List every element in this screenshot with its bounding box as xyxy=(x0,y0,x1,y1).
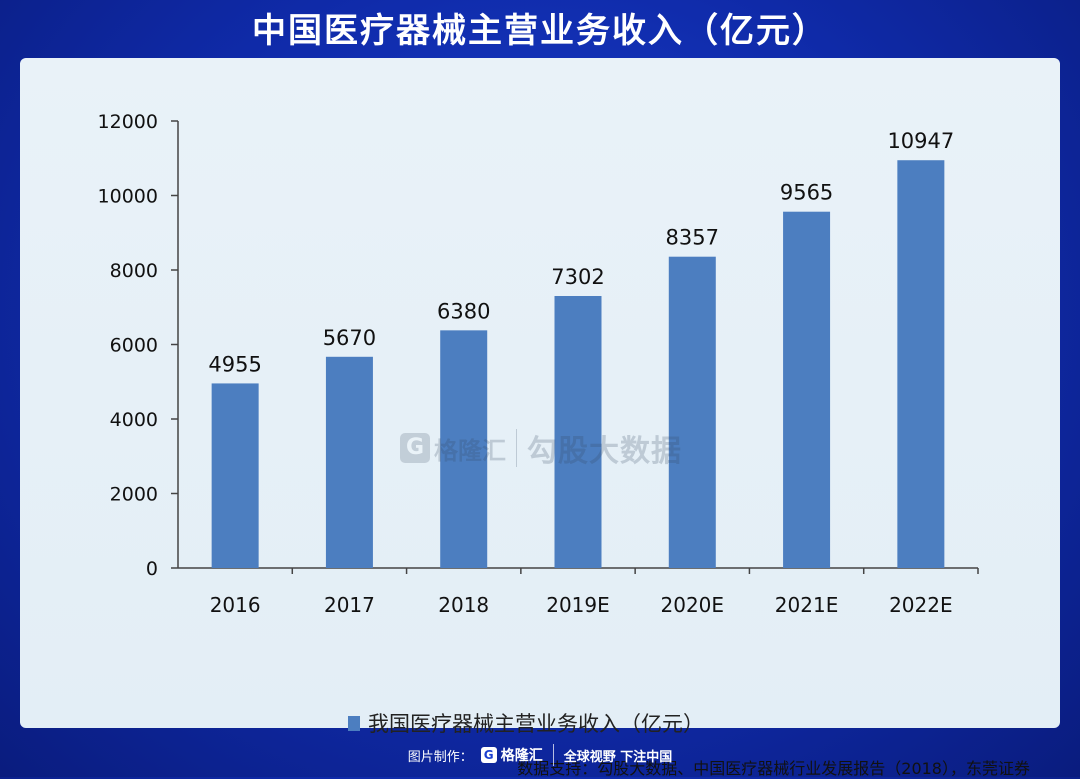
bar xyxy=(897,160,945,568)
x-tick-label: 2019E xyxy=(546,593,610,617)
bar xyxy=(325,356,373,568)
x-tick-label: 2021E xyxy=(775,593,839,617)
bar xyxy=(211,383,259,568)
data-label: 10947 xyxy=(887,129,954,153)
x-tick-label: 2018 xyxy=(438,593,489,617)
data-label: 4955 xyxy=(208,352,261,376)
x-tick-label: 2016 xyxy=(210,593,261,617)
data-label: 8357 xyxy=(666,226,719,250)
footer-divider xyxy=(552,744,554,766)
y-tick-label: 4000 xyxy=(110,409,158,431)
data-label: 7302 xyxy=(551,265,604,289)
data-label: 5670 xyxy=(323,326,376,350)
chart-legend: 我国医疗器械主营业务收入（亿元） xyxy=(348,708,704,738)
data-source: 数据支持：勾股大数据、中国医疗器械行业发展报告（2018），东莞证券 xyxy=(517,759,1030,778)
bar xyxy=(668,256,716,568)
bar xyxy=(440,330,488,568)
footer-logo-icon: G xyxy=(480,747,497,763)
x-tick-label: 2020E xyxy=(661,593,725,617)
y-tick-label: 0 xyxy=(146,558,158,580)
x-tick-label: 2017 xyxy=(324,593,375,617)
footer-made-by: 图片制作： xyxy=(407,749,473,765)
y-tick-label: 8000 xyxy=(110,260,158,282)
bar xyxy=(554,296,602,568)
footer-brand: 格隆汇 xyxy=(500,748,543,764)
x-tick-label: 2022E xyxy=(889,593,953,617)
bar xyxy=(783,211,831,569)
y-tick-label: 10000 xyxy=(98,186,158,208)
footer-slogan: 全球视野 下注中国 xyxy=(563,749,673,765)
legend-swatch xyxy=(348,715,360,731)
y-tick-label: 6000 xyxy=(110,335,158,357)
chart-card: 0 2000 4000 6000 8000 10000 12000 4955 2016 5670 2… xyxy=(20,58,1060,778)
data-label: 6380 xyxy=(437,299,490,323)
y-tick-label: 12000 xyxy=(98,111,158,133)
bar-chart: 0 2000 4000 6000 8000 10000 12000 4955 2016 5670 2… xyxy=(98,111,979,617)
page-title: 中国医疗器械主营业务收入（亿元） xyxy=(252,11,828,51)
data-label: 9565 xyxy=(780,181,833,205)
footer: 图片制作： G 格隆汇 全球视野 下注中国 xyxy=(0,738,1080,772)
legend-label: 我国医疗器械主营业务收入（亿元） xyxy=(368,712,704,736)
y-tick-label: 2000 xyxy=(110,484,158,506)
